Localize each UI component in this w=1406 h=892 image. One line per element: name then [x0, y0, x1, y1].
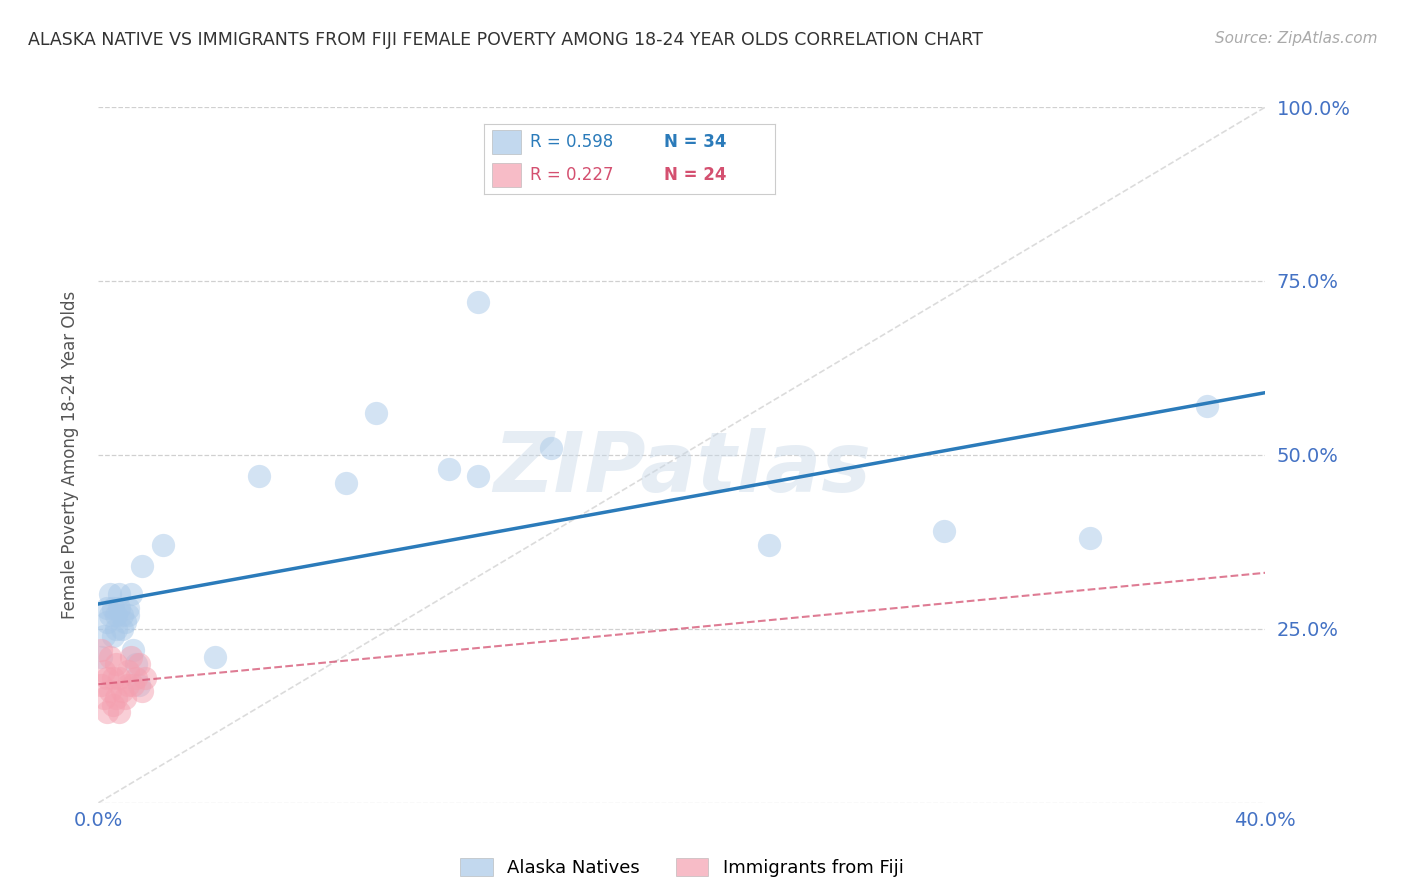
Point: [152, 538, 174, 552]
Point: [108, 587, 131, 601]
Point: [117, 607, 139, 622]
Point: [540, 441, 562, 455]
Point: [98, 607, 121, 622]
Point: [131, 559, 153, 574]
Point: [467, 468, 489, 483]
Point: [96, 671, 118, 685]
Point: [467, 294, 489, 309]
Point: [934, 524, 956, 539]
Point: [93, 691, 115, 706]
Point: [96, 615, 118, 629]
Point: [101, 629, 124, 643]
Point: [131, 684, 153, 698]
Legend: Alaska Natives, Immigrants from Fiji: Alaska Natives, Immigrants from Fiji: [453, 850, 911, 884]
Point: [98, 684, 121, 698]
Text: ALASKA NATIVE VS IMMIGRANTS FROM FIJI FEMALE POVERTY AMONG 18-24 YEAR OLDS CORRE: ALASKA NATIVE VS IMMIGRANTS FROM FIJI FE…: [28, 31, 983, 49]
Point: [364, 406, 387, 420]
Point: [93, 664, 115, 678]
Point: [108, 706, 131, 720]
Point: [437, 462, 460, 476]
Point: [90, 649, 112, 664]
Point: [204, 649, 226, 664]
Point: [758, 538, 780, 552]
Point: [247, 468, 270, 483]
Point: [122, 677, 145, 691]
Point: [1195, 399, 1218, 413]
Point: [104, 657, 127, 671]
Point: [98, 587, 121, 601]
Point: [104, 607, 127, 622]
Point: [108, 601, 131, 615]
Point: [111, 622, 134, 636]
Point: [125, 657, 148, 671]
Point: [117, 664, 139, 678]
Point: [96, 706, 118, 720]
Point: [134, 671, 156, 685]
Point: [335, 475, 357, 490]
Point: [93, 629, 115, 643]
Point: [125, 671, 148, 685]
Point: [122, 642, 145, 657]
Text: Source: ZipAtlas.com: Source: ZipAtlas.com: [1215, 31, 1378, 46]
Point: [128, 657, 150, 671]
Point: [101, 671, 124, 685]
Point: [111, 684, 134, 698]
Point: [114, 615, 136, 629]
Point: [98, 649, 121, 664]
Point: [90, 642, 112, 657]
Point: [111, 607, 134, 622]
Point: [101, 601, 124, 615]
Point: [128, 677, 150, 691]
Point: [90, 677, 112, 691]
Point: [1080, 532, 1102, 546]
Text: ZIPatlas: ZIPatlas: [494, 428, 870, 509]
Point: [117, 677, 139, 691]
Point: [120, 649, 142, 664]
Point: [108, 671, 131, 685]
Point: [101, 698, 124, 713]
Point: [120, 587, 142, 601]
Point: [104, 691, 127, 706]
Point: [96, 601, 118, 615]
Point: [114, 691, 136, 706]
Point: [104, 622, 127, 636]
Point: [117, 601, 139, 615]
Y-axis label: Female Poverty Among 18-24 Year Olds: Female Poverty Among 18-24 Year Olds: [60, 291, 79, 619]
